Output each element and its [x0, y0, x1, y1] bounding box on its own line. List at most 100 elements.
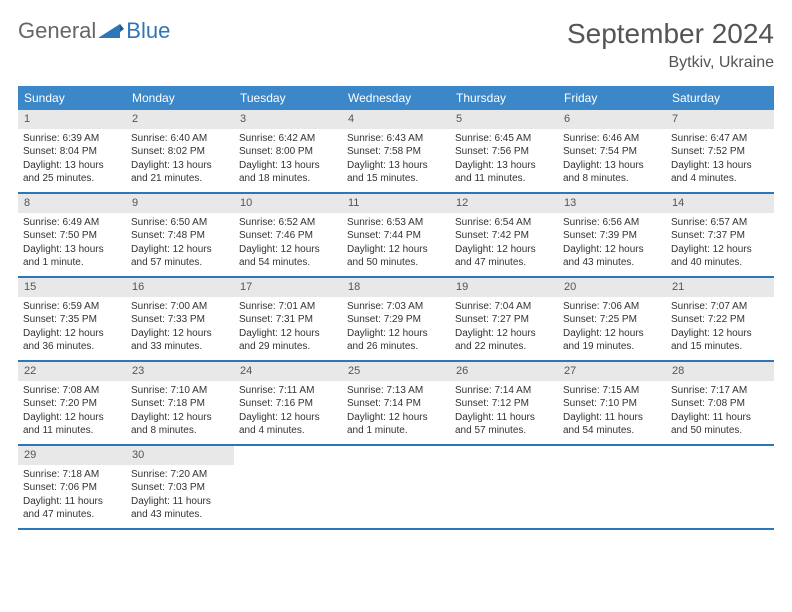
daylight-line1: Daylight: 12 hours — [455, 243, 553, 257]
sunset-text: Sunset: 7:14 PM — [347, 397, 445, 411]
daylight-line1: Daylight: 12 hours — [671, 327, 769, 341]
daylight-line1: Daylight: 11 hours — [23, 495, 121, 509]
daylight-line2: and 1 minute. — [347, 424, 445, 438]
daylight-line2: and 19 minutes. — [563, 340, 661, 354]
day-number: 6 — [558, 110, 666, 129]
day-cell: 25Sunrise: 7:13 AMSunset: 7:14 PMDayligh… — [342, 362, 450, 444]
day-cell: 18Sunrise: 7:03 AMSunset: 7:29 PMDayligh… — [342, 278, 450, 360]
daylight-line2: and 29 minutes. — [239, 340, 337, 354]
week-row: 29Sunrise: 7:18 AMSunset: 7:06 PMDayligh… — [18, 446, 774, 530]
day-cell: 21Sunrise: 7:07 AMSunset: 7:22 PMDayligh… — [666, 278, 774, 360]
daylight-line1: Daylight: 12 hours — [347, 243, 445, 257]
calendar-grid: SundayMondayTuesdayWednesdayThursdayFrid… — [18, 86, 774, 530]
sunrise-text: Sunrise: 6:52 AM — [239, 216, 337, 230]
daylight-line2: and 22 minutes. — [455, 340, 553, 354]
day-number: 8 — [18, 194, 126, 213]
day-header-row: SundayMondayTuesdayWednesdayThursdayFrid… — [18, 86, 774, 110]
sunset-text: Sunset: 7:06 PM — [23, 481, 121, 495]
day-cell-empty — [558, 446, 666, 528]
sunrise-text: Sunrise: 6:42 AM — [239, 132, 337, 146]
daylight-line2: and 54 minutes. — [239, 256, 337, 270]
sunrise-text: Sunrise: 7:10 AM — [131, 384, 229, 398]
sunset-text: Sunset: 7:39 PM — [563, 229, 661, 243]
sunrise-text: Sunrise: 7:15 AM — [563, 384, 661, 398]
day-number: 14 — [666, 194, 774, 213]
sunrise-text: Sunrise: 6:57 AM — [671, 216, 769, 230]
sunrise-text: Sunrise: 6:46 AM — [563, 132, 661, 146]
daylight-line2: and 43 minutes. — [563, 256, 661, 270]
sunrise-text: Sunrise: 6:53 AM — [347, 216, 445, 230]
logo-word-general: General — [18, 18, 96, 44]
sunset-text: Sunset: 8:04 PM — [23, 145, 121, 159]
day-header-saturday: Saturday — [666, 86, 774, 110]
day-number: 9 — [126, 194, 234, 213]
day-header-tuesday: Tuesday — [234, 86, 342, 110]
daylight-line2: and 8 minutes. — [131, 424, 229, 438]
day-cell: 8Sunrise: 6:49 AMSunset: 7:50 PMDaylight… — [18, 194, 126, 276]
daylight-line1: Daylight: 11 hours — [671, 411, 769, 425]
daylight-line2: and 25 minutes. — [23, 172, 121, 186]
day-number: 21 — [666, 278, 774, 297]
sunset-text: Sunset: 7:44 PM — [347, 229, 445, 243]
daylight-line2: and 40 minutes. — [671, 256, 769, 270]
day-header-wednesday: Wednesday — [342, 86, 450, 110]
sunset-text: Sunset: 7:31 PM — [239, 313, 337, 327]
sunrise-text: Sunrise: 6:45 AM — [455, 132, 553, 146]
day-number: 10 — [234, 194, 342, 213]
daylight-line1: Daylight: 13 hours — [239, 159, 337, 173]
day-number: 17 — [234, 278, 342, 297]
day-cell: 27Sunrise: 7:15 AMSunset: 7:10 PMDayligh… — [558, 362, 666, 444]
day-cell: 26Sunrise: 7:14 AMSunset: 7:12 PMDayligh… — [450, 362, 558, 444]
daylight-line2: and 4 minutes. — [239, 424, 337, 438]
daylight-line2: and 26 minutes. — [347, 340, 445, 354]
sunrise-text: Sunrise: 7:17 AM — [671, 384, 769, 398]
sunrise-text: Sunrise: 7:00 AM — [131, 300, 229, 314]
day-number: 26 — [450, 362, 558, 381]
daylight-line2: and 11 minutes. — [23, 424, 121, 438]
day-cell: 11Sunrise: 6:53 AMSunset: 7:44 PMDayligh… — [342, 194, 450, 276]
daylight-line1: Daylight: 12 hours — [563, 243, 661, 257]
sunset-text: Sunset: 7:27 PM — [455, 313, 553, 327]
day-number: 30 — [126, 446, 234, 465]
day-header-sunday: Sunday — [18, 86, 126, 110]
day-cell: 1Sunrise: 6:39 AMSunset: 8:04 PMDaylight… — [18, 110, 126, 192]
day-cell: 7Sunrise: 6:47 AMSunset: 7:52 PMDaylight… — [666, 110, 774, 192]
day-number: 25 — [342, 362, 450, 381]
daylight-line2: and 50 minutes. — [347, 256, 445, 270]
daylight-line2: and 4 minutes. — [671, 172, 769, 186]
day-number: 13 — [558, 194, 666, 213]
day-cell: 29Sunrise: 7:18 AMSunset: 7:06 PMDayligh… — [18, 446, 126, 528]
day-cell: 16Sunrise: 7:00 AMSunset: 7:33 PMDayligh… — [126, 278, 234, 360]
sunset-text: Sunset: 7:37 PM — [671, 229, 769, 243]
daylight-line1: Daylight: 11 hours — [563, 411, 661, 425]
daylight-line1: Daylight: 13 hours — [563, 159, 661, 173]
sunrise-text: Sunrise: 6:49 AM — [23, 216, 121, 230]
day-cell-empty — [450, 446, 558, 528]
daylight-line2: and 21 minutes. — [131, 172, 229, 186]
day-cell: 23Sunrise: 7:10 AMSunset: 7:18 PMDayligh… — [126, 362, 234, 444]
sunset-text: Sunset: 7:29 PM — [347, 313, 445, 327]
day-header-friday: Friday — [558, 86, 666, 110]
daylight-line1: Daylight: 12 hours — [455, 327, 553, 341]
day-cell: 19Sunrise: 7:04 AMSunset: 7:27 PMDayligh… — [450, 278, 558, 360]
day-cell: 24Sunrise: 7:11 AMSunset: 7:16 PMDayligh… — [234, 362, 342, 444]
day-cell: 20Sunrise: 7:06 AMSunset: 7:25 PMDayligh… — [558, 278, 666, 360]
daylight-line1: Daylight: 12 hours — [563, 327, 661, 341]
day-cell-empty — [342, 446, 450, 528]
day-cell: 14Sunrise: 6:57 AMSunset: 7:37 PMDayligh… — [666, 194, 774, 276]
sunset-text: Sunset: 7:56 PM — [455, 145, 553, 159]
sunrise-text: Sunrise: 6:56 AM — [563, 216, 661, 230]
day-number: 12 — [450, 194, 558, 213]
daylight-line1: Daylight: 12 hours — [347, 411, 445, 425]
sunrise-text: Sunrise: 7:14 AM — [455, 384, 553, 398]
sunset-text: Sunset: 7:42 PM — [455, 229, 553, 243]
sunrise-text: Sunrise: 6:43 AM — [347, 132, 445, 146]
day-cell: 2Sunrise: 6:40 AMSunset: 8:02 PMDaylight… — [126, 110, 234, 192]
sunrise-text: Sunrise: 6:40 AM — [131, 132, 229, 146]
daylight-line1: Daylight: 12 hours — [23, 411, 121, 425]
daylight-line2: and 11 minutes. — [455, 172, 553, 186]
daylight-line1: Daylight: 13 hours — [131, 159, 229, 173]
logo-word-blue: Blue — [126, 18, 170, 44]
day-cell: 17Sunrise: 7:01 AMSunset: 7:31 PMDayligh… — [234, 278, 342, 360]
day-number: 15 — [18, 278, 126, 297]
